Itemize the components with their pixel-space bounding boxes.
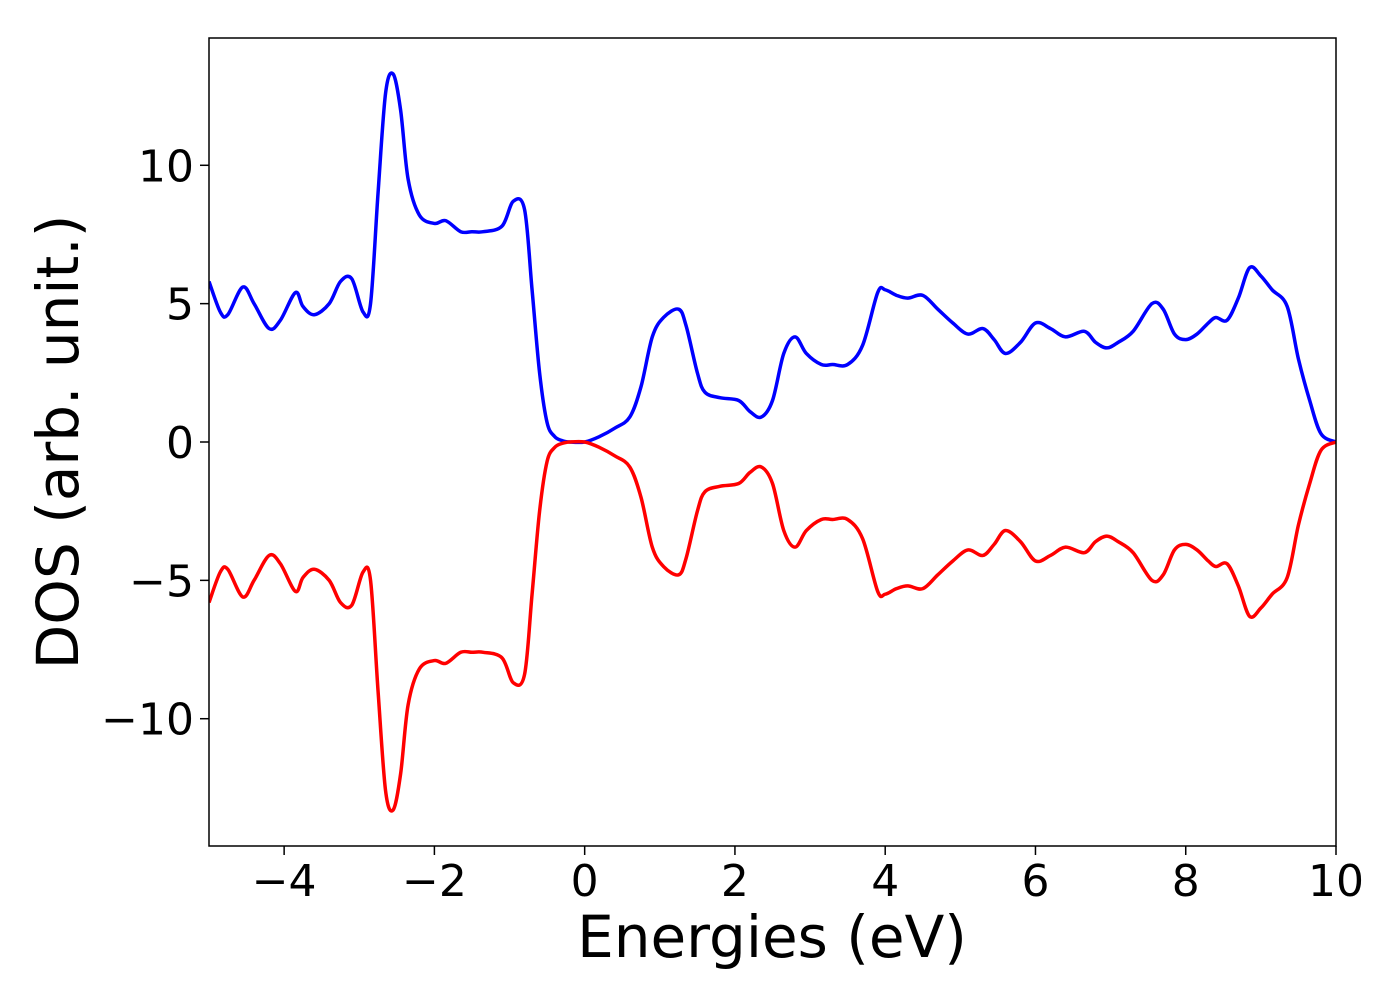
x-tick-label: 10	[1308, 856, 1364, 907]
x-tick-label: 6	[1021, 856, 1049, 907]
y-tick-label: 5	[166, 280, 194, 331]
y-axis-label: DOS (arb. unit.)	[24, 215, 92, 670]
spin-down-dos-line	[209, 439, 1336, 813]
y-tick-label: −5	[129, 556, 194, 607]
y-tick-label: −10	[101, 695, 194, 746]
x-axis-label: Energies (eV)	[577, 903, 967, 971]
y-axis-ticks: −10 −5 0 5 10	[101, 141, 209, 746]
x-tick-label: −2	[402, 856, 467, 907]
series-layer	[209, 71, 1336, 813]
x-tick-label: 4	[871, 856, 899, 907]
x-tick-label: 8	[1172, 856, 1200, 907]
y-tick-label: 10	[138, 141, 194, 192]
x-tick-label: −4	[252, 856, 317, 907]
y-tick-label: 0	[166, 418, 194, 469]
spin-up-dos-line	[209, 71, 1336, 445]
plot-frame	[208, 37, 1337, 847]
x-axis-ticks: −4 −2 0 2 4 6 8 10	[252, 846, 1364, 907]
x-tick-label: 0	[571, 856, 599, 907]
x-tick-label: 2	[721, 856, 749, 907]
